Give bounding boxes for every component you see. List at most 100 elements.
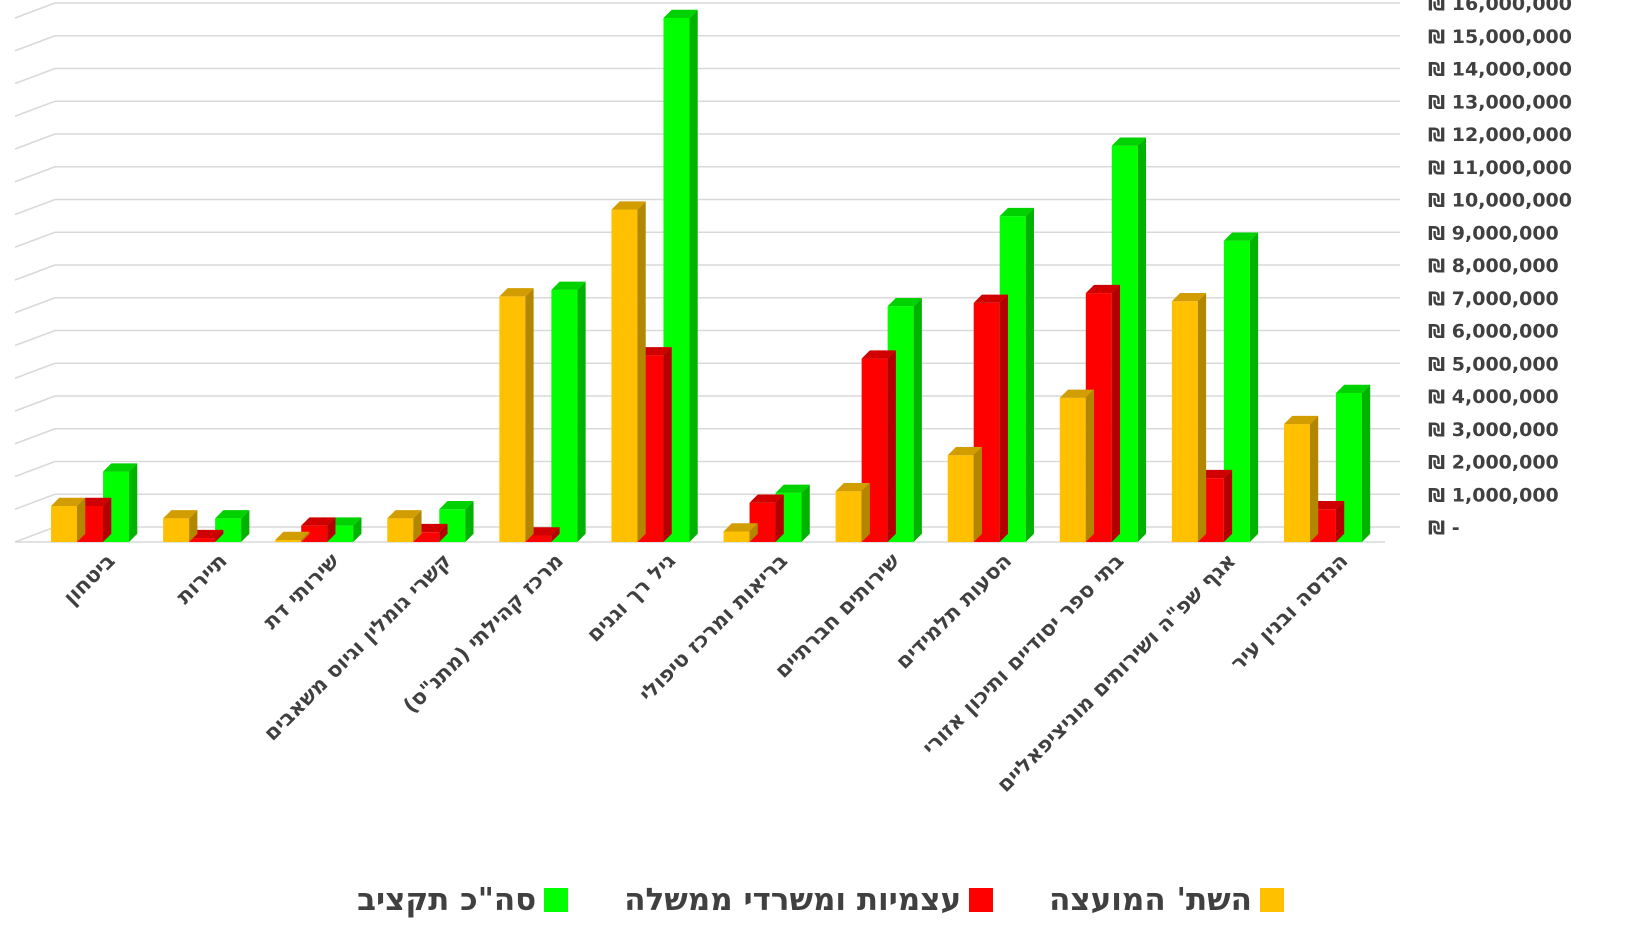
gridline-diagonal bbox=[14, 362, 56, 379]
bar-top bbox=[275, 531, 310, 540]
bar-top bbox=[663, 9, 698, 18]
bar-top bbox=[77, 497, 112, 506]
bar-side bbox=[663, 347, 672, 542]
bar-top bbox=[413, 523, 448, 533]
bar-side bbox=[1223, 469, 1233, 542]
bar-top bbox=[999, 207, 1034, 217]
bar-front bbox=[947, 455, 974, 542]
category-label: ביטחון bbox=[59, 549, 120, 610]
category-label: אגף שפ"ה ושירותים מוניציפאליים bbox=[992, 549, 1240, 797]
bar-side bbox=[801, 484, 810, 542]
gridline-diagonal bbox=[14, 264, 56, 281]
bar bbox=[51, 497, 86, 542]
gridline-diagonal bbox=[14, 526, 56, 543]
legend-item-total: סה"כ תקציב bbox=[357, 882, 569, 918]
legend-swatch-total bbox=[544, 888, 569, 912]
bar bbox=[947, 446, 982, 542]
y-tick-label: ₪ 15,000,000 bbox=[1428, 26, 1572, 48]
bar-side bbox=[1137, 137, 1147, 542]
category-label: הסעות תלמידים bbox=[891, 549, 1016, 674]
bar bbox=[551, 281, 586, 542]
bar-top bbox=[1223, 232, 1259, 241]
gridline-diagonal bbox=[14, 428, 56, 445]
bar bbox=[1171, 293, 1207, 542]
bar-side bbox=[189, 510, 198, 542]
bar-side bbox=[215, 529, 224, 542]
bar-top bbox=[1085, 284, 1121, 294]
legend-item-council: השת' המועצה bbox=[1049, 882, 1284, 918]
y-tick-label: ₪ 11,000,000 bbox=[1428, 157, 1572, 179]
bar-top bbox=[723, 523, 758, 532]
bar-side bbox=[577, 281, 586, 542]
y-tick-label: ₪ 10,000,000 bbox=[1428, 190, 1572, 212]
bar-top bbox=[861, 350, 896, 359]
bar-side bbox=[913, 297, 922, 542]
bar-side bbox=[241, 510, 250, 542]
bar-top bbox=[1309, 501, 1345, 510]
bar bbox=[301, 517, 336, 542]
bar-top bbox=[1283, 415, 1319, 425]
bar-side bbox=[551, 527, 560, 542]
gridline-diagonal bbox=[14, 395, 56, 412]
legend-swatch-council bbox=[1259, 888, 1284, 912]
bar-front bbox=[413, 532, 440, 542]
bar bbox=[499, 288, 534, 542]
bar-top bbox=[499, 288, 534, 297]
bar-top bbox=[1059, 389, 1095, 398]
bar-top bbox=[887, 297, 922, 307]
y-tick-label: ₪ 12,000,000 bbox=[1428, 124, 1572, 146]
bar bbox=[275, 531, 310, 542]
gridline-diagonal bbox=[14, 133, 56, 150]
bar-side bbox=[1309, 415, 1319, 542]
bar bbox=[327, 517, 362, 542]
legend-swatch-government bbox=[969, 888, 994, 912]
bar-side bbox=[353, 517, 362, 542]
bar-top bbox=[1171, 293, 1207, 302]
y-tick-label: ₪ 3,000,000 bbox=[1428, 419, 1559, 441]
gridline-diagonal bbox=[14, 67, 56, 85]
bar-top bbox=[387, 510, 422, 519]
bar-side bbox=[1111, 284, 1121, 542]
bar-front bbox=[387, 518, 414, 542]
bars bbox=[51, 9, 1371, 542]
gridline-diagonal bbox=[14, 231, 56, 248]
legend-label-total: סה"כ תקציב bbox=[357, 882, 537, 918]
y-tick-label: ₪ 16,000,000 bbox=[1428, 0, 1572, 15]
gridline-diagonal bbox=[14, 460, 56, 478]
bar bbox=[835, 482, 870, 542]
y-tick-label: ₪ 9,000,000 bbox=[1428, 222, 1559, 244]
bar-side bbox=[1025, 207, 1034, 542]
gridline-diagonal bbox=[14, 166, 56, 183]
y-tick-label: ₪ 6,000,000 bbox=[1428, 321, 1559, 343]
bar-top bbox=[775, 484, 810, 493]
bar-top bbox=[525, 527, 560, 536]
legend-item-government: עצמיות ומשרדי ממשלה bbox=[624, 882, 994, 918]
y-tick-label: ₪ - bbox=[1428, 517, 1460, 539]
bar-top bbox=[637, 347, 672, 356]
bar-front bbox=[189, 538, 216, 542]
bar bbox=[189, 529, 224, 542]
bar-side bbox=[77, 497, 86, 542]
legend: השת' המועצה עצמיות ומשרדי ממשלה סה"כ תקצ… bbox=[0, 878, 1641, 922]
y-tick-label: ₪ 14,000,000 bbox=[1428, 59, 1572, 81]
bar bbox=[215, 510, 250, 542]
bar-side bbox=[749, 523, 758, 542]
category-label: הנדסה ובנין עיר bbox=[1226, 549, 1353, 676]
bar-side bbox=[439, 523, 448, 542]
bar-side bbox=[887, 350, 896, 542]
bar-front bbox=[1283, 424, 1310, 542]
bar-side bbox=[1197, 293, 1207, 542]
y-tick-label: ₪ 7,000,000 bbox=[1428, 288, 1559, 310]
bar bbox=[387, 510, 422, 542]
bar bbox=[611, 201, 646, 542]
gridline-diagonal bbox=[14, 35, 56, 52]
bar bbox=[1283, 415, 1319, 542]
y-axis-labels: ₪ - ₪ 1,000,000 ₪ 2,000,000 ₪ 3,000,000 ₪ 4,… bbox=[1428, 0, 1572, 539]
y-tick-label: ₪ 8,000,000 bbox=[1428, 255, 1559, 277]
gridline-diagonal bbox=[14, 297, 56, 314]
bar-top bbox=[749, 494, 784, 503]
bar bbox=[413, 523, 448, 542]
category-label: גיל רך וגנים bbox=[582, 549, 680, 647]
bar-top bbox=[1197, 469, 1233, 479]
